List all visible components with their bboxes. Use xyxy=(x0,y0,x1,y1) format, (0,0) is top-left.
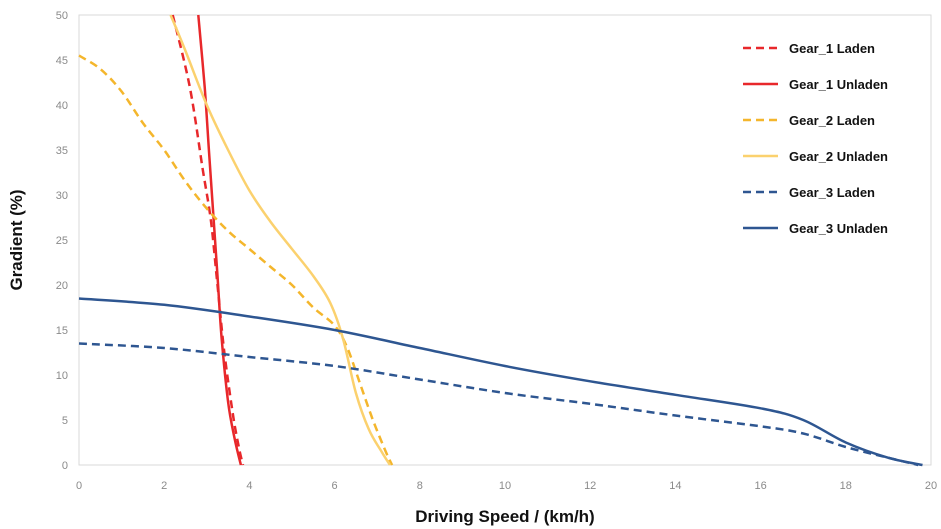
series-line-gear-1-unladen xyxy=(197,14,243,466)
legend-label-gear-1-unladen: Gear_1 Unladen xyxy=(789,77,888,92)
x-tick-label: 2 xyxy=(161,480,167,492)
x-tick-label: 18 xyxy=(840,480,852,492)
series-line-gear-1-laden xyxy=(171,14,245,466)
legend: Gear_1 Laden Gear_1 Unladen Gear_2 Laden Ge… xyxy=(743,41,888,236)
x-tick-label: 12 xyxy=(584,480,596,492)
x-tick-labels: 0 2 4 6 8 10 12 14 16 18 20 xyxy=(76,480,937,492)
y-tick-label: 10 xyxy=(56,370,68,382)
x-tick-label: 10 xyxy=(499,480,511,492)
series-line-gear-3-unladen xyxy=(78,297,923,467)
plot-frame xyxy=(78,14,932,466)
x-tick-label: 20 xyxy=(925,480,937,492)
x-tick-label: 6 xyxy=(332,480,338,492)
y-tick-label: 35 xyxy=(56,145,68,157)
x-tick-label: 4 xyxy=(246,480,252,492)
y-tick-label: 40 xyxy=(56,100,68,112)
y-tick-labels: 0 5 10 15 20 25 30 35 40 45 50 xyxy=(56,10,68,472)
legend-label-gear-2-laden: Gear_2 Laden xyxy=(789,113,875,128)
y-tick-label: 15 xyxy=(56,325,68,337)
y-tick-label: 45 xyxy=(56,55,68,67)
legend-label-gear-1-laden: Gear_1 Laden xyxy=(789,41,875,56)
y-tick-label: 50 xyxy=(56,10,68,22)
x-tick-label: 16 xyxy=(754,480,766,492)
y-tick-label: 0 xyxy=(62,460,68,472)
series-line-gear-2-unladen xyxy=(169,14,392,466)
series-line-gear-2-laden xyxy=(78,54,394,466)
y-tick-label: 20 xyxy=(56,280,68,292)
x-tick-label: 0 xyxy=(76,480,82,492)
y-tick-label: 30 xyxy=(56,190,68,202)
y-tick-label: 5 xyxy=(62,415,68,427)
x-tick-label: 14 xyxy=(669,480,681,492)
legend-label-gear-3-unladen: Gear_3 Unladen xyxy=(789,221,888,236)
legend-label-gear-3-laden: Gear_3 Laden xyxy=(789,185,875,200)
y-tick-label: 25 xyxy=(56,235,68,247)
series-line-gear-3-laden xyxy=(78,342,919,467)
x-axis-title: Driving Speed / (km/h) xyxy=(415,507,594,526)
legend-label-gear-2-unladen: Gear_2 Unladen xyxy=(789,149,888,164)
series-lines xyxy=(78,14,923,467)
x-tick-label: 8 xyxy=(417,480,423,492)
y-axis-title: Gradient (%) xyxy=(7,189,26,290)
